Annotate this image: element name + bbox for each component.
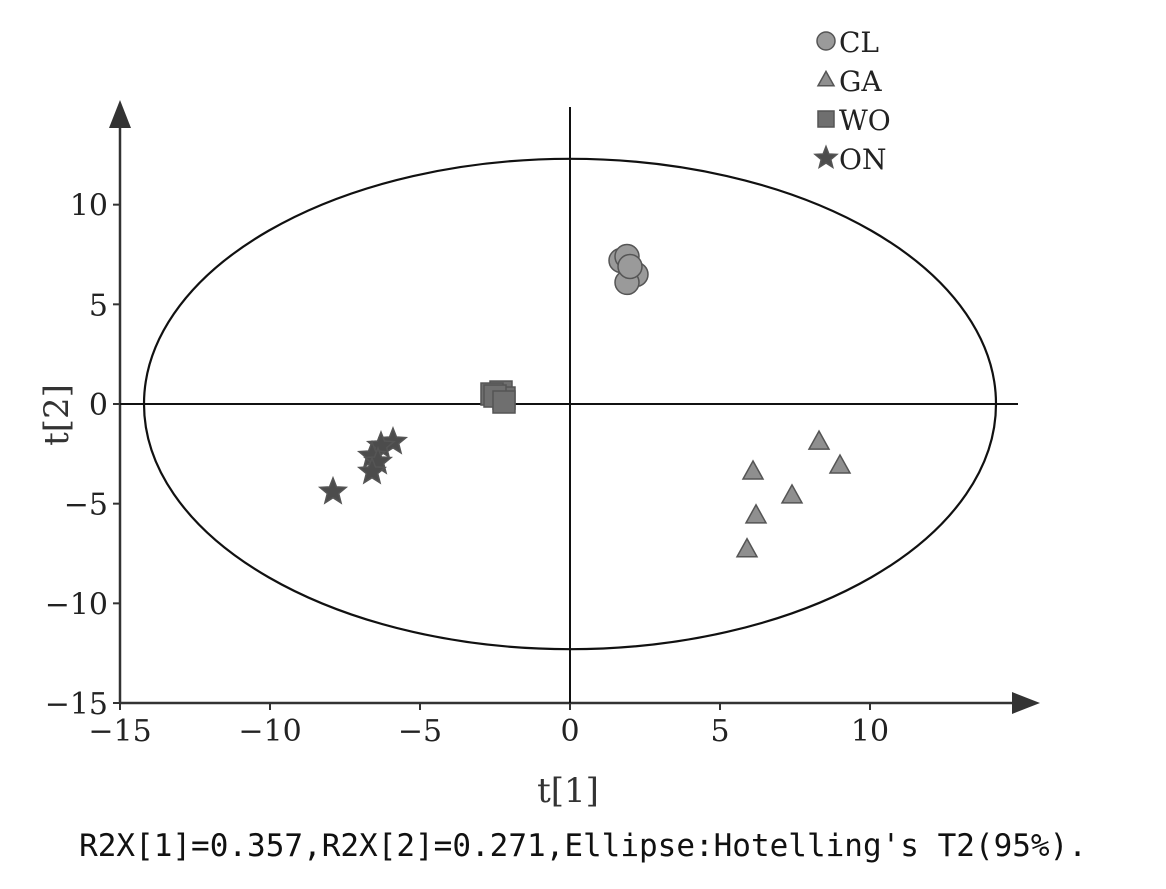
hotelling-ellipse xyxy=(142,157,998,651)
ga-point xyxy=(741,459,765,480)
y-tick-label: −5 xyxy=(64,488,108,523)
legend-cl-marker xyxy=(816,31,836,51)
x-axis-title: t[1] xyxy=(537,771,599,811)
y-tick-label: 5 xyxy=(89,288,108,323)
y-tick-label: −15 xyxy=(45,687,108,722)
x-tick-label: 10 xyxy=(851,714,889,749)
y-axis-arrow xyxy=(109,100,131,128)
ga-point xyxy=(780,483,804,504)
legend-ga-marker xyxy=(816,69,836,87)
ga-point xyxy=(735,537,759,558)
cl-point xyxy=(617,253,643,280)
x-tick-label: −5 xyxy=(398,714,442,749)
y-axis-title: t[2] xyxy=(37,384,77,446)
legend-wo-label: WO xyxy=(839,104,891,137)
on-point xyxy=(317,475,349,505)
score-plot: −15 −10 −5 0 5 10 10 5 0 −5 −10 −15 CL GA WO ON t[1] t… xyxy=(37,26,1040,811)
figure-caption: R2X[1]=0.357,R2X[2]=0.271,Ellipse:Hotell… xyxy=(79,828,1087,864)
x-axis-arrow xyxy=(1012,692,1040,714)
y-tick-label: 0 xyxy=(89,388,108,423)
on-point xyxy=(356,455,388,485)
y-tick-label: −10 xyxy=(45,587,108,622)
x-tick-label: 5 xyxy=(710,714,729,749)
x-tick-label: −15 xyxy=(88,714,151,749)
x-tick-label: −10 xyxy=(238,714,301,749)
ga-point xyxy=(828,453,852,474)
legend-on-marker xyxy=(813,144,839,169)
y-tick-label: 10 xyxy=(70,189,108,224)
wo-point xyxy=(492,390,516,414)
x-tick-label: 0 xyxy=(560,714,579,749)
ga-point xyxy=(807,429,831,450)
legend-cl-label: CL xyxy=(839,26,879,59)
ga-point xyxy=(744,503,768,524)
legend-ga-label: GA xyxy=(839,65,882,98)
legend-on-label: ON xyxy=(839,143,886,176)
legend-wo-marker xyxy=(817,110,835,128)
